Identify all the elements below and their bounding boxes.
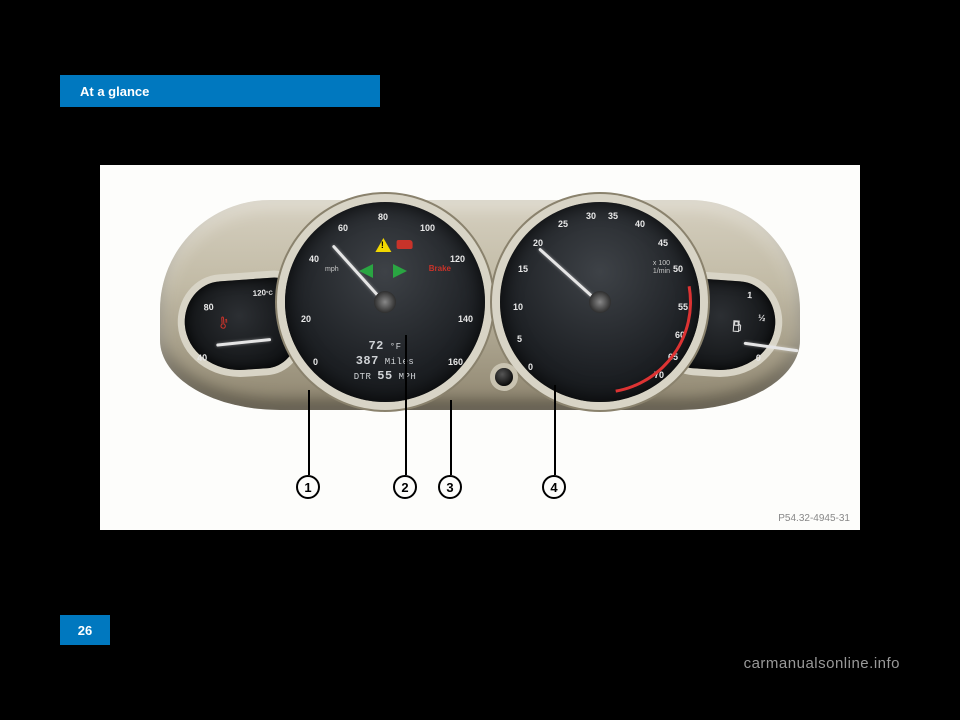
speedo-tick: 100 — [420, 223, 435, 233]
coolant-temp-gauge: 40 80 120°C — [182, 276, 298, 373]
callout-number: 2 — [401, 480, 408, 495]
section-title: At a glance — [80, 84, 149, 99]
speedo-unit: mph — [325, 266, 339, 273]
page-number-badge: 26 — [60, 615, 110, 645]
fuel-tick: 0 — [755, 353, 761, 363]
callout-number: 3 — [446, 480, 453, 495]
fuel-tick: 1 — [747, 290, 753, 300]
tach-hub — [589, 291, 611, 313]
speedo-tick: 40 — [309, 254, 319, 264]
temp-needle — [216, 338, 271, 347]
lcd-range: 387 — [356, 354, 379, 368]
lcd-dtr-label: DTR — [354, 372, 372, 382]
callout-number: 4 — [550, 480, 557, 495]
callout-lead — [405, 335, 407, 475]
callout-marker: 1 — [296, 475, 320, 499]
callout-lead — [450, 400, 452, 475]
right-turn-indicator-icon — [393, 264, 407, 278]
speedo-tick: 80 — [378, 212, 388, 222]
speedo-tick: 120 — [450, 254, 465, 264]
temp-tick: 120°C — [252, 288, 273, 298]
temp-tick: 80 — [203, 302, 214, 313]
page-number: 26 — [78, 623, 92, 638]
section-header: At a glance — [60, 75, 380, 107]
tach-unit: x 1001/min — [653, 260, 670, 275]
callout-number: 1 — [304, 480, 311, 495]
speedometer: 0 20 40 60 80 100 120 140 160 Brake mph … — [285, 202, 485, 402]
warning-triangle-icon — [375, 238, 391, 252]
instrument-cluster: 40 80 120°C 0 ½ 1 0 20 40 60 80 100 120 … — [160, 190, 800, 430]
callout-marker: 3 — [438, 475, 462, 499]
callout-marker: 4 — [542, 475, 566, 499]
fuel-pump-icon — [730, 319, 745, 334]
thermometer-icon — [216, 316, 231, 331]
watermark: carmanualsonline.info — [744, 655, 900, 672]
lcd-temp-unit: °F — [390, 342, 402, 352]
lcd-dtr-val: 55 — [377, 369, 392, 383]
speedo-tick: 140 — [458, 314, 473, 324]
callout-lead — [308, 390, 310, 475]
temp-tick: 40 — [197, 352, 208, 363]
callout-marker: 2 — [393, 475, 417, 499]
speedo-tick: 160 — [448, 357, 463, 367]
instrument-cluster-figure: 40 80 120°C 0 ½ 1 0 20 40 60 80 100 120 … — [100, 165, 860, 530]
brake-warning-label: Brake — [429, 264, 451, 273]
speedo-tick: 20 — [301, 314, 311, 324]
speedo-tick: 60 — [338, 223, 348, 233]
car-warning-icon — [397, 240, 413, 249]
lcd-range-unit: Miles — [385, 357, 415, 367]
speedo-tick: 0 — [313, 357, 318, 367]
lcd-dtr-unit: MPH — [399, 372, 417, 382]
reset-knob — [495, 368, 513, 386]
fuel-tick: ½ — [758, 313, 766, 323]
callout-lead — [554, 385, 556, 475]
photo-reference: P54.32-4945-31 — [778, 513, 850, 524]
speedo-hub — [374, 291, 396, 313]
tachometer: 0 5 10 15 20 25 30 35 40 45 50 55 60 65 … — [500, 202, 700, 402]
lcd-temp: 72 — [368, 339, 383, 353]
